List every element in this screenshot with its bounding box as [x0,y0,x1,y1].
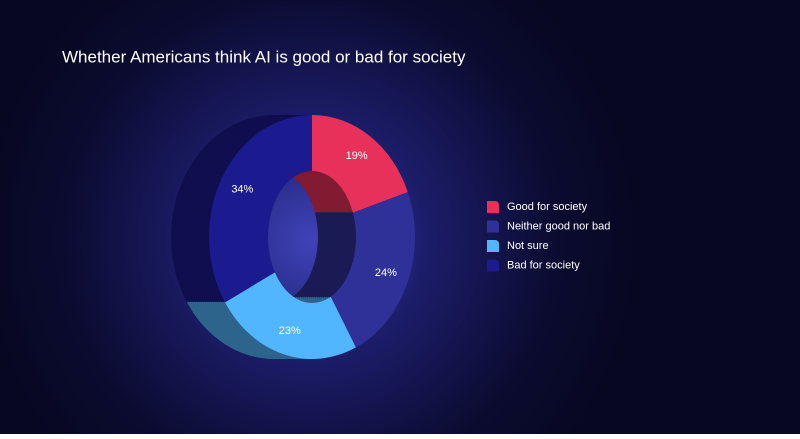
legend: Good for society Neither good nor bad Not … [487,201,610,272]
legend-label: Bad for society [507,259,580,271]
segment [312,115,408,213]
segment [209,115,312,303]
legend-swatch [487,201,499,213]
legend-swatch [487,259,499,272]
value-label: 19% [346,150,368,162]
donut: 19% 24% 23% 34% [171,115,415,359]
legend-label: Good for society [507,201,588,213]
legend-label: Neither good nor bad [507,220,610,232]
chart-title: Whether Americans think AI is good or ba… [62,47,466,66]
segment [330,192,415,348]
segment [225,272,356,359]
value-label: 34% [231,184,253,196]
value-label: 23% [279,325,301,337]
legend-label: Not sure [507,240,549,252]
legend-swatch [487,220,499,233]
legend-swatch [487,240,499,252]
value-label: 24% [375,267,397,279]
